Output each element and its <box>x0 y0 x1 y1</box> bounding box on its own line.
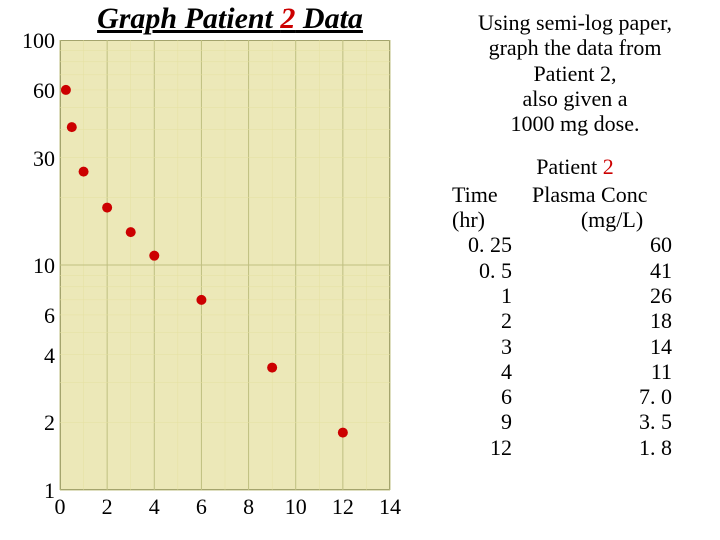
y-axis-label: 100 <box>10 28 55 54</box>
y-axis-label: 6 <box>10 303 55 329</box>
y-axis-label: 10 <box>10 253 55 279</box>
right-panel: Using semi-log paper, graph the data fro… <box>440 10 710 460</box>
instructions: Using semi-log paper, graph the data fro… <box>440 10 710 136</box>
x-axis-label: 10 <box>284 494 308 520</box>
time-cell: 2 <box>452 308 532 333</box>
data-point <box>196 295 206 305</box>
time-cell: 3 <box>452 334 532 359</box>
y-axis-label: 2 <box>10 410 55 436</box>
table-row: 0. 541 <box>452 258 710 283</box>
instr-line-1: Using semi-log paper, <box>478 10 672 35</box>
conc-cell: 1. 8 <box>532 435 692 460</box>
title-suffix: Data <box>295 2 363 35</box>
conc-cell: 60 <box>532 232 692 257</box>
x-axis-label: 4 <box>142 494 166 520</box>
table-row: 67. 0 <box>452 384 710 409</box>
time-cell: 0. 25 <box>452 232 532 257</box>
data-table: Time Plasma Conc (hr) (mg/L) 0. 25600. 5… <box>440 182 710 460</box>
x-axis-label: 6 <box>189 494 213 520</box>
table-row: 411 <box>452 359 710 384</box>
instr-line-2: graph the data from <box>489 35 662 60</box>
table-row: 314 <box>452 334 710 359</box>
y-axis-label: 60 <box>10 78 55 104</box>
conc-cell: 26 <box>532 283 692 308</box>
time-cell: 0. 5 <box>452 258 532 283</box>
time-cell: 6 <box>452 384 532 409</box>
data-point <box>79 167 89 177</box>
chart-svg <box>10 40 420 530</box>
conc-cell: 7. 0 <box>532 384 692 409</box>
title-prefix: Graph Patient <box>97 2 280 35</box>
data-point <box>102 203 112 213</box>
time-cell: 12 <box>452 435 532 460</box>
x-axis-label: 8 <box>237 494 261 520</box>
page-title: Graph Patient 2 Data <box>40 2 420 36</box>
x-axis-label: 0 <box>48 494 72 520</box>
data-point <box>338 428 348 438</box>
time-cell: 4 <box>452 359 532 384</box>
x-axis-label: 14 <box>378 494 402 520</box>
col2-unit: (mg/L) <box>532 207 692 232</box>
patient-header-prefix: Patient <box>536 154 603 179</box>
table-row: 126 <box>452 283 710 308</box>
col2-header: Plasma Conc <box>532 182 692 207</box>
col1-unit: (hr) <box>452 207 532 232</box>
patient-header-num: 2 <box>603 154 614 179</box>
conc-cell: 3. 5 <box>532 409 692 434</box>
y-axis-label: 30 <box>10 146 55 172</box>
table-header: Time Plasma Conc <box>452 182 710 207</box>
title-number: 2 <box>280 2 295 35</box>
x-axis-label: 2 <box>95 494 119 520</box>
table-row: 0. 2560 <box>452 232 710 257</box>
data-point <box>267 363 277 373</box>
semilog-chart: 1006030106421 02468101214 <box>10 40 420 530</box>
conc-cell: 11 <box>532 359 692 384</box>
table-row: 218 <box>452 308 710 333</box>
table-row: 121. 8 <box>452 435 710 460</box>
table-row: 93. 5 <box>452 409 710 434</box>
table-units: (hr) (mg/L) <box>452 207 710 232</box>
instr-line-5: 1000 mg dose. <box>511 111 640 136</box>
instr-line-3: Patient 2, <box>533 61 616 86</box>
data-point <box>149 251 159 261</box>
x-axis-label: 12 <box>331 494 355 520</box>
col1-header: Time <box>452 182 532 207</box>
instr-line-4: also given a <box>522 86 627 111</box>
conc-cell: 14 <box>532 334 692 359</box>
data-point <box>67 122 77 132</box>
patient-header: Patient 2 <box>440 154 710 179</box>
y-axis-label: 4 <box>10 343 55 369</box>
data-point <box>61 85 71 95</box>
data-point <box>126 227 136 237</box>
time-cell: 1 <box>452 283 532 308</box>
conc-cell: 41 <box>532 258 692 283</box>
conc-cell: 18 <box>532 308 692 333</box>
time-cell: 9 <box>452 409 532 434</box>
